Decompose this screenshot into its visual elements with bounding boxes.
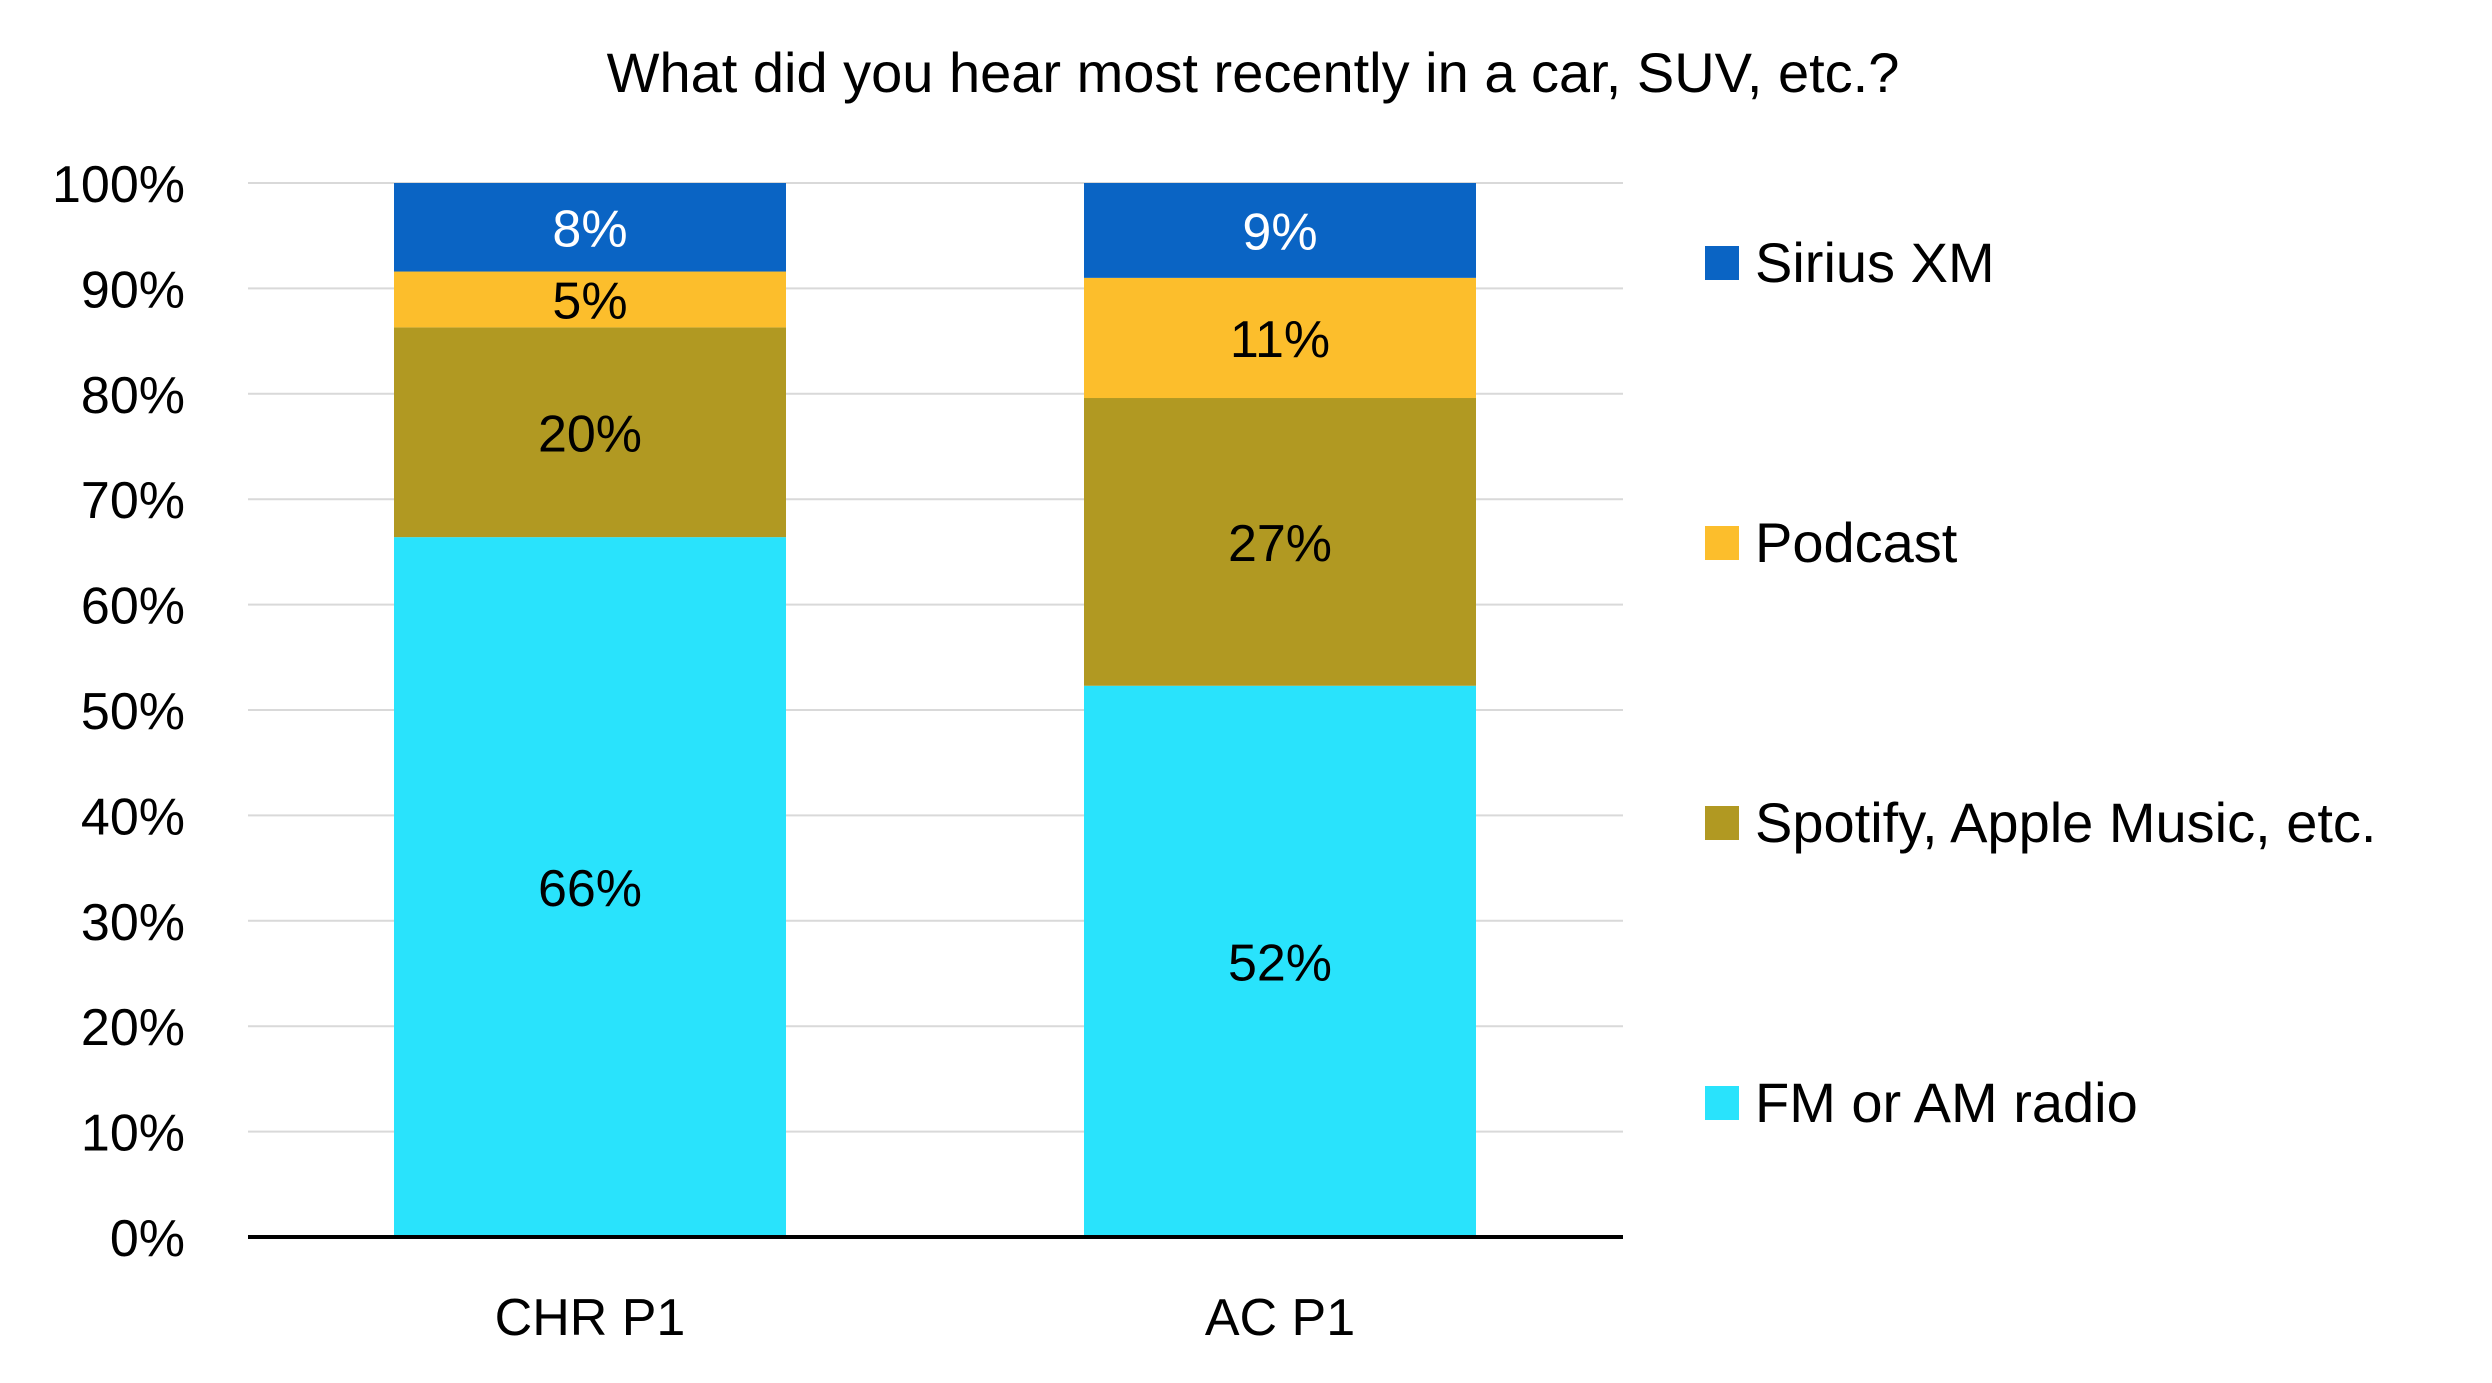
legend-label: Spotify, Apple Music, etc.: [1755, 791, 2376, 854]
x-tick-label: AC P1: [1205, 1289, 1355, 1347]
data-label: 5%: [552, 272, 627, 330]
data-label: 66%: [538, 860, 642, 918]
legend: Sirius XM Podcast Spotify, Apple Music, et…: [1705, 231, 2376, 1134]
y-tick-label: 0%: [110, 1210, 185, 1268]
data-label: 27%: [1228, 515, 1332, 573]
x-axis-ticks: CHR P1 AC P1: [495, 1289, 1356, 1347]
bar-segment: [1084, 277, 1476, 399]
data-label: 52%: [1228, 934, 1332, 992]
y-tick-label: 60%: [81, 578, 185, 636]
data-label: 11%: [1230, 311, 1330, 369]
y-tick-label: 30%: [81, 894, 185, 952]
y-tick-label: 90%: [81, 261, 185, 319]
bar-segment: [394, 327, 786, 538]
y-tick-label: 70%: [81, 472, 185, 530]
y-tick-label: 80%: [81, 367, 185, 425]
data-label: 8%: [552, 200, 627, 258]
y-tick-label: 100%: [52, 156, 185, 214]
bar-segment: [394, 183, 786, 272]
legend-swatch: [1705, 246, 1739, 280]
bars: [394, 183, 1476, 1237]
data-labels: 66% 20% 5% 8% 52% 27% 11% 9%: [538, 200, 1332, 992]
bar-segment: [1084, 685, 1476, 1237]
data-label: 20%: [538, 405, 642, 463]
y-axis-ticks: 0% 10% 20% 30% 40% 50% 60% 70% 80% 90% 100%: [52, 156, 185, 1268]
legend-label: Sirius XM: [1755, 231, 1995, 294]
legend-swatch: [1705, 806, 1739, 840]
bar-segment: [394, 537, 786, 1237]
x-tick-label: CHR P1: [495, 1289, 686, 1347]
legend-swatch: [1705, 526, 1739, 560]
y-tick-label: 20%: [81, 999, 185, 1057]
data-label: 9%: [1242, 203, 1317, 261]
legend-swatch: [1705, 1086, 1739, 1120]
legend-label: Podcast: [1755, 511, 1958, 574]
chart-title: What did you hear most recently in a car…: [607, 41, 1900, 104]
y-tick-label: 50%: [81, 683, 185, 741]
bar-segment: [1084, 398, 1476, 686]
bar-segment: [1084, 183, 1476, 278]
bar-segment: [394, 271, 786, 328]
y-tick-label: 40%: [81, 788, 185, 846]
legend-label: FM or AM radio: [1755, 1071, 2138, 1134]
y-tick-label: 10%: [81, 1105, 185, 1163]
